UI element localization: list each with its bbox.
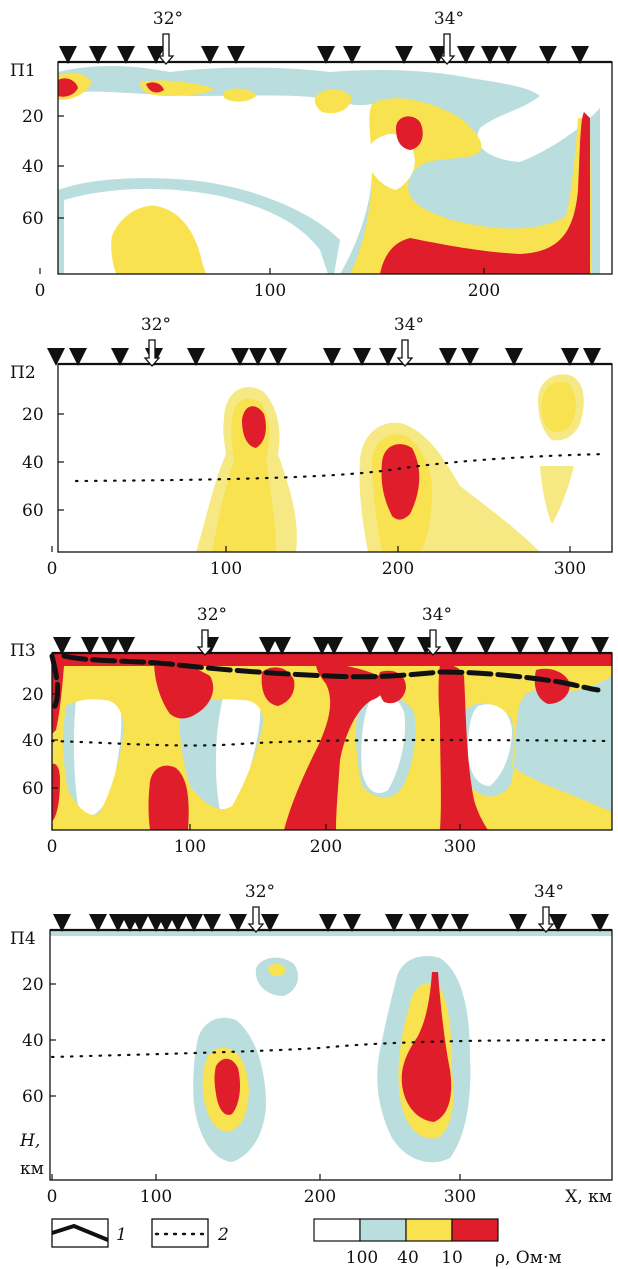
p2-x-label-200: 200 bbox=[382, 559, 414, 579]
p2-y-label-60: 60 bbox=[22, 501, 44, 521]
p2-x-label-300: 300 bbox=[554, 559, 586, 579]
legend-swatch-white bbox=[314, 1219, 360, 1241]
p3-meridian-label-1: 32° bbox=[197, 605, 227, 625]
p3-y-label-20: 20 bbox=[22, 685, 44, 705]
p2-ylight-d bbox=[540, 466, 574, 524]
p4-meridian-label-1: 32° bbox=[245, 882, 275, 902]
p4-y-label-20: 20 bbox=[22, 975, 44, 995]
p4-label: П4 bbox=[10, 929, 36, 949]
p3-meridian-label-2: 34° bbox=[422, 605, 452, 625]
p2-y-label-20: 20 bbox=[22, 405, 44, 425]
panel-p2 bbox=[58, 364, 612, 552]
p1-x-label-200: 200 bbox=[468, 281, 500, 301]
p1-yellow-spot-b bbox=[315, 89, 352, 113]
p4-y-label-60: 60 bbox=[22, 1087, 44, 1107]
p1-y-label-20: 20 bbox=[22, 107, 44, 127]
p4-meridian-arrow-2 bbox=[539, 907, 553, 932]
p4-x-label-100: 100 bbox=[140, 1187, 172, 1207]
p3-x-label-0: 0 bbox=[47, 837, 58, 857]
p2-x-label-100: 100 bbox=[210, 559, 242, 579]
p2-dotted-boundary bbox=[76, 454, 606, 481]
p4-y-label-40: 40 bbox=[22, 1031, 44, 1051]
p4-meridian-label-2: 34° bbox=[534, 882, 564, 902]
p2-label: П2 bbox=[10, 363, 36, 383]
p1-label: П1 bbox=[10, 61, 36, 81]
legend-scale-unit: ρ, Ом·м bbox=[495, 1248, 562, 1268]
legend-scale-10: 10 bbox=[441, 1248, 463, 1268]
p3-y-label-60: 60 bbox=[22, 779, 44, 799]
legend-swatch-red bbox=[452, 1219, 498, 1241]
x-axis-unit: X, км bbox=[565, 1187, 612, 1207]
p4-x-label-0: 0 bbox=[47, 1187, 58, 1207]
y-axis-unit-km: км bbox=[20, 1159, 44, 1179]
legend-swatch-blue bbox=[360, 1219, 406, 1241]
p3-label: П3 bbox=[10, 641, 36, 661]
legend-line1-box bbox=[52, 1219, 108, 1247]
legend: 1 2 100 40 10 ρ, Ом·м bbox=[52, 1219, 562, 1268]
legend-swatch-yellow bbox=[406, 1219, 452, 1241]
p4-x-label-300: 300 bbox=[444, 1187, 476, 1207]
p4-frame bbox=[50, 930, 612, 1180]
p1-x-label-0: 0 bbox=[35, 281, 46, 301]
p4-blue-b bbox=[256, 958, 298, 996]
p3-x-label-300: 300 bbox=[444, 837, 476, 857]
p2-meridian-label-1: 32° bbox=[141, 315, 171, 335]
legend-scale-40: 40 bbox=[397, 1248, 419, 1268]
p2-x-label-0: 0 bbox=[47, 559, 58, 579]
p2-meridian-label-2: 34° bbox=[394, 315, 424, 335]
legend-line2-box bbox=[152, 1219, 208, 1247]
legend-line1-number: 1 bbox=[116, 1225, 127, 1245]
p2-yellow-c bbox=[541, 382, 576, 432]
p2-y-label-40: 40 bbox=[22, 453, 44, 473]
p3-y-label-40: 40 bbox=[22, 731, 44, 751]
panel-p4 bbox=[50, 930, 612, 1180]
y-axis-unit-h: H, bbox=[19, 1131, 40, 1151]
p1-y-label-60: 60 bbox=[22, 209, 44, 229]
p1-meridian-label-2: 34° bbox=[434, 9, 464, 29]
p3-x-label-100: 100 bbox=[174, 837, 206, 857]
p4-meridian-arrow-1 bbox=[249, 907, 263, 932]
p4-x-label-200: 200 bbox=[304, 1187, 336, 1207]
legend-scale-100: 100 bbox=[346, 1248, 378, 1268]
p4-dotted-boundary bbox=[52, 1040, 612, 1057]
p1-meridian-label-1: 32° bbox=[153, 9, 183, 29]
p1-y-label-40: 40 bbox=[22, 157, 44, 177]
p2-meridian-arrow-2 bbox=[398, 340, 412, 366]
panel-p1 bbox=[58, 62, 612, 274]
p3-x-label-200: 200 bbox=[310, 837, 342, 857]
p2-frame bbox=[58, 364, 612, 552]
legend-line2-number: 2 bbox=[217, 1225, 229, 1245]
p1-x-label-100: 100 bbox=[254, 281, 286, 301]
